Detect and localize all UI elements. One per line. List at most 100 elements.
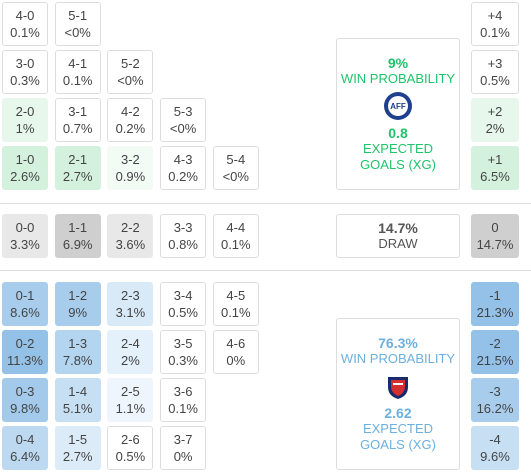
probability: 6.5% xyxy=(480,169,510,184)
score: 5-3 xyxy=(173,104,193,119)
probability: 0% xyxy=(173,449,193,464)
margin: -2 xyxy=(489,336,501,351)
margin: -1 xyxy=(489,288,501,303)
score: 2-1 xyxy=(68,152,88,167)
score: 3-7 xyxy=(173,432,193,447)
score-cell: 3-1 0.7% xyxy=(54,98,101,142)
probability-label: DRAW xyxy=(378,236,418,251)
score: 1-0 xyxy=(15,152,35,167)
score-cell: 2-2 3.6% xyxy=(107,214,154,258)
probability: 6.9% xyxy=(62,237,93,252)
probability: 0.1% xyxy=(220,237,251,252)
probability: <0% xyxy=(222,169,249,184)
probability: 0% xyxy=(226,353,246,368)
margin-cell: +4 0.1% xyxy=(471,2,519,46)
score: 1-3 xyxy=(68,336,88,351)
margin-cell: +2 2% xyxy=(471,98,519,142)
score-cell: 5-2 <0% xyxy=(107,50,154,94)
probability: 9% xyxy=(68,305,88,320)
score-cell: 4-0 0.1% xyxy=(2,2,48,46)
probability: <0% xyxy=(117,73,144,88)
separator xyxy=(0,270,531,271)
margin-cell: +3 0.5% xyxy=(471,50,519,94)
margin: +3 xyxy=(487,56,503,71)
score: 5-4 xyxy=(226,152,246,167)
score-cell: 1-4 5.1% xyxy=(54,378,101,422)
score: 2-2 xyxy=(120,220,140,235)
score-cell: 3-6 0.1% xyxy=(160,378,207,422)
team-logo xyxy=(388,377,408,399)
svg-text:AFF: AFF xyxy=(390,102,406,111)
probability: 0.1% xyxy=(480,25,510,40)
probability: 8.6% xyxy=(10,305,40,320)
separator xyxy=(0,203,531,204)
score: 4-4 xyxy=(226,220,246,235)
margin: +2 xyxy=(487,104,503,119)
probability: 2.7% xyxy=(62,449,93,464)
probability: 1% xyxy=(15,121,35,136)
expected-goals-label: EXPECTED GOALS (XG) xyxy=(360,141,436,172)
team-logo: AFF xyxy=(384,92,412,120)
score-cell: 2-6 0.5% xyxy=(107,426,154,470)
probability: 7.8% xyxy=(62,353,93,368)
score: 3-2 xyxy=(120,152,140,167)
margin-cell: -3 16.2% xyxy=(471,378,519,422)
probability: 0.2% xyxy=(115,121,146,136)
score-cell: 3-2 0.9% xyxy=(107,146,154,190)
score-cell: 3-0 0.3% xyxy=(2,50,48,94)
margin: +4 xyxy=(487,8,503,23)
score-cell: 5-1 <0% xyxy=(54,2,101,46)
score-cell: 4-5 0.1% xyxy=(212,282,259,326)
score-cell: 0-4 6.4% xyxy=(2,426,48,470)
margin-cell: -2 21.5% xyxy=(471,330,519,374)
score-cell: 5-4 <0% xyxy=(212,146,259,190)
score: 4-5 xyxy=(226,288,246,303)
probability: 0.5% xyxy=(168,305,198,320)
summary-box: 9% WIN PROBABILITY AFF 0.8 EXPECTED GOALS (X… xyxy=(336,38,460,190)
probability: 3.1% xyxy=(115,305,146,320)
score-cell: 4-4 0.1% xyxy=(212,214,259,258)
score: 4-3 xyxy=(173,152,193,167)
score-cell: 1-0 2.6% xyxy=(2,146,48,190)
probability: 0.1% xyxy=(220,305,251,320)
score: 3-5 xyxy=(173,336,193,351)
probability: 2.7% xyxy=(62,169,93,184)
probability: 21.5% xyxy=(476,353,514,368)
margin: +1 xyxy=(487,152,503,167)
probability: 0.1% xyxy=(10,25,40,40)
expected-goals-label: EXPECTED GOALS (XG) xyxy=(360,421,436,452)
score: 4-2 xyxy=(120,104,140,119)
probability-label: WIN PROBABILITY xyxy=(340,71,456,86)
score: 5-2 xyxy=(120,56,140,71)
probability: 0.3% xyxy=(168,353,198,368)
score-cell: 2-1 2.7% xyxy=(54,146,101,190)
probability: 0.3% xyxy=(10,73,40,88)
probability-label: WIN PROBABILITY xyxy=(340,351,456,366)
score: 4-0 xyxy=(15,8,35,23)
margin-cell: +1 6.5% xyxy=(471,146,519,190)
score: 0-2 xyxy=(15,336,35,351)
score-cell: 2-3 3.1% xyxy=(107,282,154,326)
probability: 0.5% xyxy=(115,449,146,464)
summary-box: 76.3% WIN PROBABILITY 2.62 EXPECTED GOALS (… xyxy=(336,318,460,470)
score: 4-6 xyxy=(226,336,246,351)
score: 0-3 xyxy=(15,384,35,399)
score-cell: 4-1 0.1% xyxy=(54,50,101,94)
expected-goals: 2.62 xyxy=(384,405,412,421)
probability: 0.9% xyxy=(115,169,146,184)
margin: -3 xyxy=(489,384,501,399)
score: 0-4 xyxy=(15,432,35,447)
score: 1-4 xyxy=(68,384,88,399)
win-probability: 76.3% xyxy=(378,335,418,351)
score-cell: 0-1 8.6% xyxy=(2,282,48,326)
margin: 0 xyxy=(491,220,499,235)
probability: 3.6% xyxy=(115,237,146,252)
score: 2-5 xyxy=(120,384,140,399)
score: 3-4 xyxy=(173,288,193,303)
margin: -4 xyxy=(489,432,501,447)
score-cell: 3-3 0.8% xyxy=(160,214,207,258)
score-cell: 0-2 11.3% xyxy=(2,330,48,374)
score-cell: 5-3 <0% xyxy=(160,98,207,142)
score-cell: 1-3 7.8% xyxy=(54,330,101,374)
probability: <0% xyxy=(64,25,91,40)
